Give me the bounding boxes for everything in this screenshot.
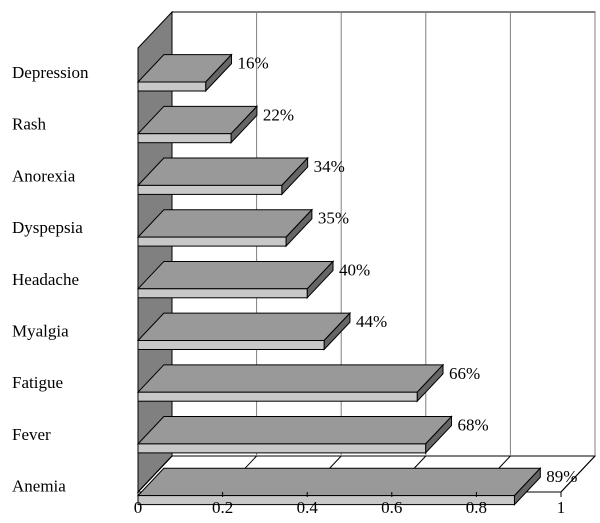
category-label: Rash <box>12 115 47 134</box>
bar-top-face <box>136 209 314 238</box>
bar: 68% <box>136 415 489 455</box>
data-label: 40% <box>339 260 370 279</box>
bar-top-face <box>136 312 352 341</box>
bar-top-face <box>136 416 453 445</box>
data-label: 16% <box>238 54 269 73</box>
category-label: Headache <box>12 270 79 289</box>
category-label: Anemia <box>12 477 66 496</box>
category-label: Fatigue <box>12 373 63 392</box>
category-labels: Depression Rash Anorexia Dyspepsia Headache M… <box>12 63 89 496</box>
bar-top-face <box>136 260 335 290</box>
bar-top-face <box>136 157 309 186</box>
bar: 35% <box>136 208 349 248</box>
x-tick-label: 0.8 <box>466 498 487 517</box>
bar-series: 16% 22% 34% 35% 40% 44% 66% 68% 89% <box>136 53 577 506</box>
data-label: 89% <box>546 467 577 486</box>
bar-top-face <box>136 467 542 497</box>
data-label: 68% <box>457 416 488 435</box>
bar-front-face <box>137 133 232 144</box>
data-label: 22% <box>263 105 294 124</box>
data-label: 35% <box>318 209 349 228</box>
bar-top-face <box>136 364 445 393</box>
x-tick-label: 0 <box>134 498 143 517</box>
bar-front-face <box>137 340 325 350</box>
category-label: Fever <box>12 425 51 444</box>
bar: 22% <box>136 105 294 144</box>
bar-front-face <box>137 288 308 299</box>
bar: 89% <box>136 466 577 506</box>
bar-front-face <box>137 495 515 506</box>
bar: 44% <box>136 311 387 351</box>
bar-front-face <box>137 443 427 454</box>
data-label: 44% <box>356 312 387 331</box>
bar-front-face <box>137 391 418 402</box>
x-tick-label: 0.4 <box>297 498 319 517</box>
bar: 34% <box>136 156 345 196</box>
x-tick-label: 0.6 <box>381 498 402 517</box>
floor-gridline <box>560 455 596 493</box>
bar: 40% <box>136 260 370 300</box>
floor-gridline <box>137 455 173 493</box>
category-label: Depression <box>12 63 89 82</box>
category-label: Dyspepsia <box>12 218 83 237</box>
bar-front-face <box>137 184 283 195</box>
x-tick-label: 0.2 <box>212 498 233 517</box>
x-axis-ticks: 0 0.2 0.4 0.6 0.8 1 <box>134 492 566 517</box>
x-tick-label: 1 <box>557 498 566 517</box>
data-label: 34% <box>314 157 345 176</box>
bar: 66% <box>136 363 480 403</box>
category-label: Anorexia <box>12 166 76 185</box>
bar-front-face <box>137 81 207 92</box>
data-label: 66% <box>449 364 480 383</box>
bar-front-face <box>137 236 287 247</box>
category-label: Myalgia <box>12 322 69 341</box>
bar: 16% <box>136 53 269 93</box>
